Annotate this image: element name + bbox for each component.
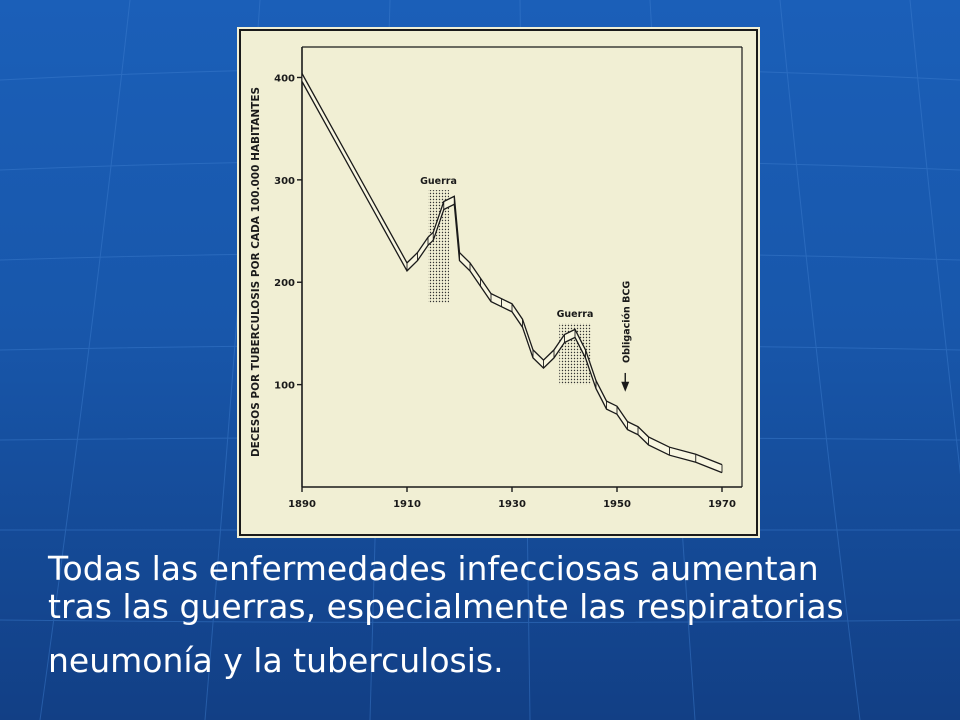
y-tick-label: 100 — [274, 381, 295, 392]
war-label: Guerra — [420, 176, 457, 187]
series-group — [301, 73, 723, 474]
x-tick-label: 1950 — [603, 499, 631, 510]
series-ribbon-fill — [302, 73, 722, 473]
axis-ticks: 100 200 300 400 1890 1910 1930 1950 1970 — [274, 73, 736, 510]
tuberculosis-chart-figure: 100 200 300 400 1890 1910 1930 1950 1970 Guerra G… — [237, 27, 760, 538]
caption-line-3: neumonía y la tuberculosis. — [48, 641, 504, 680]
war-period-band — [428, 190, 449, 303]
war-label: Guerra — [557, 309, 594, 320]
figure-frame — [239, 29, 758, 536]
y-tick-label: 300 — [274, 176, 295, 187]
series-line-lower — [301, 81, 723, 474]
y-tick-label: 400 — [274, 73, 295, 84]
bcg-arrow-head — [621, 381, 630, 392]
bcg-annotation-label: Obligación BCG — [621, 281, 632, 363]
x-tick-label: 1910 — [393, 499, 421, 510]
y-axis-label: DECESOS POR TUBERCULOSIS POR CADA 100.00… — [250, 87, 262, 457]
series-line-upper — [301, 73, 723, 466]
caption-line-1: Todas las enfermedades infecciosas aumen… — [48, 549, 819, 588]
x-tick-label: 1890 — [288, 499, 316, 510]
x-tick-label: 1970 — [708, 499, 736, 510]
x-tick-label: 1930 — [498, 499, 526, 510]
slide-caption: Todas las enfermedades infecciosas aumen… — [48, 550, 953, 680]
annotations: Guerra Guerra Obligación BCG — [420, 176, 632, 392]
y-tick-label: 200 — [274, 278, 295, 289]
war-periods — [428, 190, 591, 385]
caption-line-2: tras las guerras, especialmente las resp… — [48, 587, 844, 626]
plot-frame — [301, 46, 743, 488]
